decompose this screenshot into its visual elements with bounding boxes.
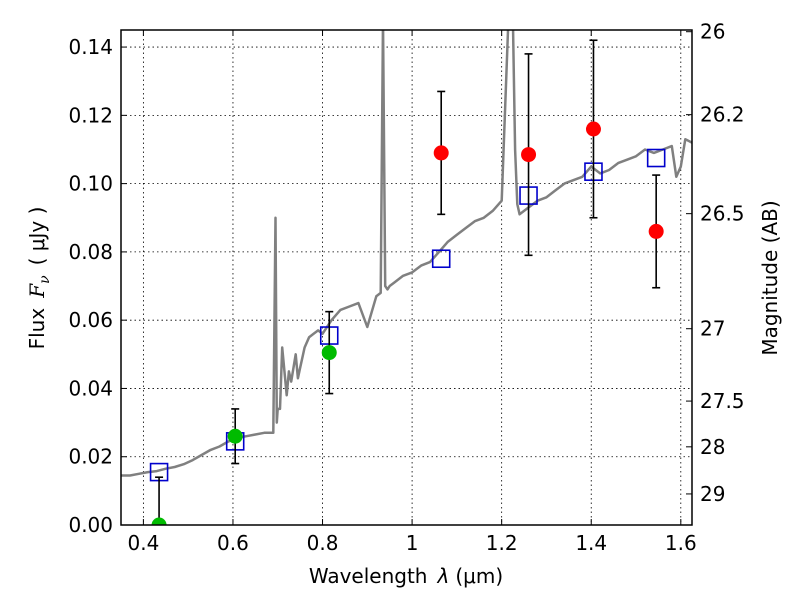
grid-lines <box>121 30 692 526</box>
y-axis-label: FluxFν( μJy ) <box>25 207 53 350</box>
y-tick-label: 0.10 <box>68 172 113 196</box>
y-tick-label: 0.04 <box>68 376 113 400</box>
axes-frame <box>120 29 693 526</box>
model-photometry-point <box>646 148 666 168</box>
x-axis-ticks: 0.4 0.6 0.8 1 1.2 1.4 1.6 <box>127 30 697 555</box>
x-tick-label: 1.4 <box>575 531 607 555</box>
y-tick-label: 0.12 <box>68 103 113 127</box>
x-tick-label: 0.8 <box>307 531 339 555</box>
magnitude-axis-label: Magnitude (AB) <box>758 200 782 355</box>
x-tick-label: 0.6 <box>217 531 249 555</box>
y-tick-label: 0.02 <box>68 445 113 469</box>
x-tick-label: 1.2 <box>486 531 518 555</box>
model-spectrum-line <box>121 30 692 477</box>
y-tick-label: 0.14 <box>68 35 113 59</box>
y-tick-label: 0.00 <box>68 513 113 537</box>
y-tick-label: 0.06 <box>68 308 113 332</box>
magnitude-tick-label: 26 <box>700 20 725 44</box>
x-tick-label: 1 <box>406 531 419 555</box>
observed-data-point <box>227 428 243 444</box>
magnitude-tick-label: 26.5 <box>700 202 745 226</box>
y-axis-ticks: 0.00 0.02 0.04 0.06 0.08 0.10 0.12 0.14 <box>68 35 127 537</box>
plot-content <box>121 30 692 525</box>
magnitude-tick-label: 28 <box>700 435 725 459</box>
observed-data-point <box>151 517 167 525</box>
observed-data-point <box>521 147 537 163</box>
observed-data-point <box>433 145 449 161</box>
magnitude-axis-ticks: 26 26.2 26.5 27 27.5 28 29 <box>686 20 745 506</box>
observed-data-point <box>585 121 601 137</box>
model-photometry-point <box>431 249 451 269</box>
magnitude-tick-label: 29 <box>700 482 725 506</box>
x-tick-label: 0.4 <box>127 531 159 555</box>
observed-data-point <box>321 345 337 361</box>
observed-data-point <box>648 223 664 239</box>
x-tick-label: 1.6 <box>665 531 697 555</box>
magnitude-tick-label: 27 <box>700 317 725 341</box>
magnitude-tick-label: 26.2 <box>700 103 745 127</box>
x-axis-label: Wavelength λ (μm) <box>309 564 503 588</box>
magnitude-tick-label: 27.5 <box>700 389 745 413</box>
y-tick-label: 0.08 <box>68 240 113 264</box>
